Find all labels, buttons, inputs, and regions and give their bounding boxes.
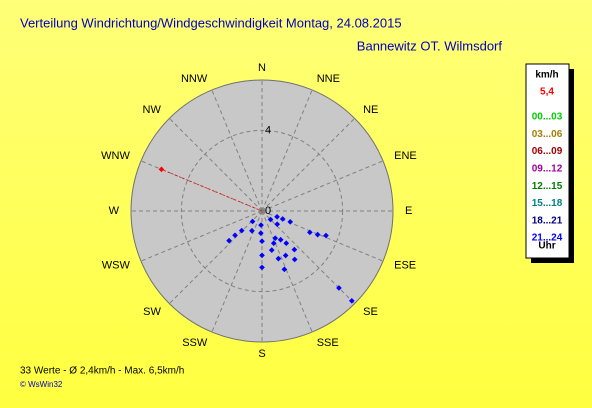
r-tick-label: 0 [265, 205, 271, 217]
direction-label: NNE [317, 73, 340, 85]
wind-point [259, 238, 265, 245]
legend-item: 03...06 [532, 129, 563, 140]
wind-point [238, 227, 245, 234]
direction-label: E [405, 205, 412, 217]
spoke [261, 118, 355, 212]
direction-label: SSE [317, 337, 339, 349]
copyright: © WsWin32 [20, 380, 63, 389]
wind-point [307, 229, 313, 236]
wind-point [274, 221, 281, 228]
wind-point [268, 247, 275, 253]
wind-point [272, 235, 279, 241]
current-point [158, 166, 165, 173]
chart-title: Verteilung Windrichtung/Windgeschwindigk… [20, 15, 402, 30]
wind-point [277, 236, 284, 243]
wind-point [274, 213, 280, 220]
wind-point [336, 285, 342, 291]
wind-point [314, 231, 321, 238]
legend-item: 18...21 [532, 215, 563, 226]
direction-label: S [258, 348, 265, 360]
legend-box [525, 63, 570, 259]
legend-item: 00...03 [532, 112, 563, 123]
legend-item: 12...15 [532, 181, 563, 192]
wind-point [287, 219, 294, 225]
spoke [211, 89, 263, 212]
direction-label: NE [363, 104, 378, 116]
wind-point [258, 222, 264, 228]
wind-point [267, 216, 274, 223]
legend-title: km/h [535, 70, 558, 81]
direction-label: W [109, 205, 120, 217]
wind-point [232, 232, 238, 239]
wind-point [259, 252, 265, 259]
stats: 33 Werte - Ø 2,4km/h - Max. 6,5km/h [20, 366, 184, 377]
wind-point [249, 218, 256, 225]
wind-point [279, 216, 286, 222]
legend-item: 21...24 [532, 233, 563, 244]
spoke [169, 118, 263, 212]
direction-label: WSW [102, 260, 131, 272]
wind-point [348, 297, 355, 304]
wind-point [283, 240, 290, 247]
spoke [169, 210, 263, 304]
direction-label: NNW [181, 73, 208, 85]
direction-label: SE [363, 306, 378, 318]
r-tick-label: 4 [265, 124, 271, 136]
wind-point [249, 227, 255, 234]
wind-point [259, 264, 265, 271]
legend-item: 09...12 [532, 164, 563, 175]
spoke [261, 210, 313, 333]
wind-point [281, 266, 288, 273]
direction-label: ESE [394, 260, 416, 272]
direction-label: SW [143, 306, 161, 318]
direction-label: ENE [394, 150, 417, 162]
wind-point [291, 246, 298, 253]
direction-label: SSW [182, 337, 208, 349]
wind-point [258, 230, 264, 236]
wind-point [282, 252, 289, 259]
direction-label: NW [143, 104, 162, 116]
spoke [261, 160, 384, 212]
spoke [140, 210, 263, 262]
wind-point [291, 256, 298, 263]
chart-subtitle: Bannewitz OT. Wilmsdorf [357, 38, 503, 53]
wind-point [275, 255, 282, 262]
direction-label: WNW [101, 150, 130, 162]
legend-footer: Uhr [538, 241, 555, 252]
grid-ring [180, 129, 344, 293]
direction-label: N [258, 62, 266, 74]
spoke [261, 89, 313, 212]
legend-item: 15...18 [532, 198, 563, 209]
wind-point [270, 240, 277, 247]
legend-item: 06...09 [532, 146, 563, 157]
legend-current: 5,4 [540, 87, 554, 98]
wind-point [226, 237, 232, 244]
wind-point [323, 232, 329, 239]
